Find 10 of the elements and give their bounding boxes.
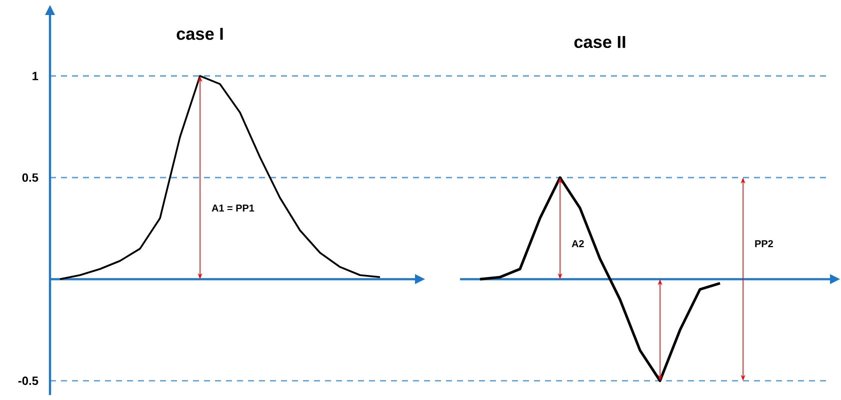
line-series — [59, 75, 381, 280]
annotation: case I — [176, 28, 223, 40]
y-tick-label: 1 — [32, 72, 38, 80]
line-series — [478, 176, 722, 382]
annotation: A2 — [572, 240, 584, 248]
y-tick-label: 0.5 — [22, 173, 38, 182]
annotation: PP2 — [755, 240, 773, 248]
annotation: A1 = PP1 — [212, 204, 254, 212]
annotation: case II — [574, 36, 626, 48]
y-tick-label: -0.5 — [18, 376, 38, 385]
